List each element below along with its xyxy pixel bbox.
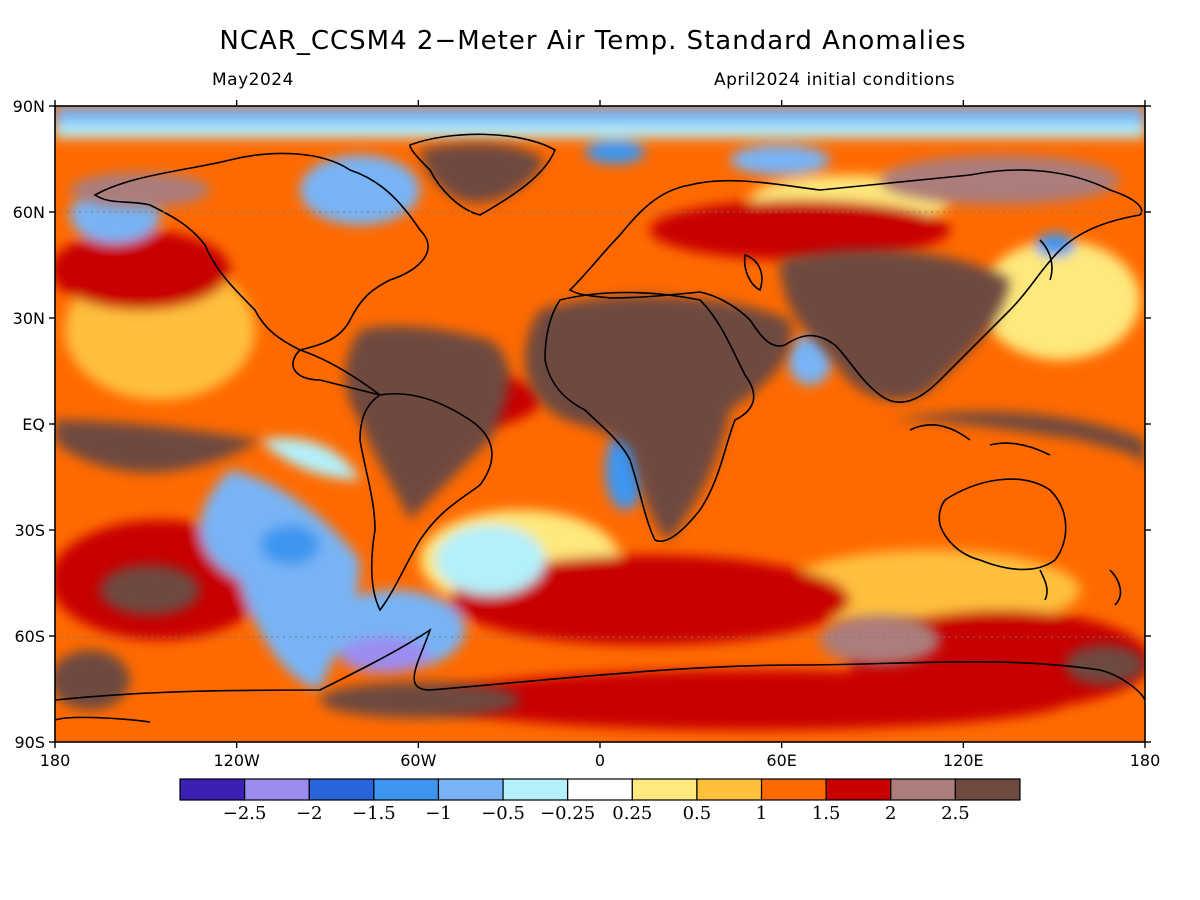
south-asia-warm-anomaly [780,249,1010,401]
colorbar-tick-label: 2 [885,803,896,824]
eurasia-red-anomaly [650,200,950,260]
canada-cool-anomaly [300,155,420,225]
lat-gridlines [55,211,1145,638]
se-pacific-cool-anomaly [200,470,360,690]
colorbar-tick-label: 2.5 [941,803,970,824]
new-zealand-coast [1109,569,1122,606]
coastlines [55,133,1145,723]
colorbar-tick-label: −2 [296,803,323,824]
colorbar-tick-label: −0.5 [481,803,525,824]
antarctic-brown-anomaly [320,682,520,718]
lat-label: 90S [14,733,45,752]
colorbar-swatch [954,778,1021,801]
lon-label: 0 [595,751,605,770]
colorbar-swatch [373,778,440,801]
southern-ocean-red-anomaly [450,555,850,645]
colorbar-tick-label: −2.5 [223,803,267,824]
npac-red-anomaly [55,230,230,310]
colorbar-tick-label: 1.5 [812,803,841,824]
ross-east-brown-anomaly [1065,645,1145,685]
lon-label: 60E [766,751,796,770]
sindian-light-anomaly [780,550,1080,630]
ep-light-cool-anomaly [260,438,360,480]
arctic-light-band [55,124,1145,138]
lat-label: 30S [14,521,45,540]
antarctica-coast [55,628,1145,701]
central-pacific-warm-anomaly [55,420,260,473]
north-america-coast [93,152,429,396]
colorbar-swatch [567,778,633,801]
arabian-sea-cool-anomaly [788,335,832,385]
maritime-continent-warm-anomaly [890,411,1145,470]
barents-blue-anomaly [585,140,645,164]
colorbar-tick-label: 1 [756,803,767,824]
satl-cool-anomaly [435,525,545,595]
colorbar-swatch [437,778,504,801]
sind-brown-anomaly [820,615,940,665]
tasmania-nz-coast [1039,569,1048,601]
init-conditions-label: April2024 initial conditions [714,70,956,90]
colorbar-swatch [760,778,827,801]
spac-brown-anomaly [100,565,200,615]
colorbar-swatch [179,778,246,801]
latitude-axis: 90N 60N 30N EQ 30S 60S 90S [13,97,1151,752]
caspian-sea-coast [743,253,763,292]
south-america-coast [359,392,493,612]
eurasia-coast [568,169,1143,404]
colorbar-tick-label: −0.25 [540,803,595,824]
colorbar-swatch [308,778,375,801]
valid-month-label: May2024 [212,70,294,90]
warm-land-anomalies [55,143,1145,718]
se-pacific-blue-core [260,525,320,565]
lat-label: 60N [13,203,45,222]
lon-label: 120E [943,751,984,770]
colorbar-tick-label: −1 [425,803,452,824]
colorbar-labels: −2.5 −2 −1.5 −1 −0.5 −0.25 0.25 0.5 1 1.5 2 2.5 [223,803,970,824]
ross-brown-anomaly [55,650,130,710]
colorbar-swatch [502,778,569,801]
indonesia-coast [909,424,971,441]
wpac-light-anomaly [980,240,1140,360]
greenland-warm-anomaly [420,143,545,203]
amundsen-purple-anomaly [340,637,430,673]
colorbar-swatch [631,778,698,801]
longitude-axis: 180 120W 60W 0 60E 120E 180 [40,100,1161,770]
colorbar-tick-label: 0.25 [612,803,652,824]
australia-coast [938,478,1067,571]
lat-label: 30N [13,309,45,328]
new-guinea-coast [989,442,1051,456]
kara-cool-anomaly [730,145,830,175]
africa-coast [544,291,755,542]
lon-label: 180 [40,751,71,770]
antarctic-red-anomaly [430,670,1070,730]
colorbar-tick-label: −1.5 [352,803,396,824]
lon-label: 120W [213,751,260,770]
greenland-coast [409,133,557,216]
africa-warm-anomaly [525,296,792,540]
south-america-warm-anomaly [345,325,509,520]
lat-label: EQ [22,415,45,434]
japan-coast [1039,239,1053,281]
map-title: NCAR_CCSM4 2−Meter Air Temp. Standard An… [219,26,967,56]
anomaly-field [55,106,1145,742]
lat-label: 60S [14,627,45,646]
arctic-cool-band [55,106,1145,128]
colorbar [179,778,1021,801]
lon-label: 60W [400,751,436,770]
colorbar-swatch [825,778,892,801]
siberia-warm-anomaly [880,155,1120,205]
japan-blue-anomaly [1035,233,1075,257]
colorbar-swatch [696,778,763,801]
antarctica-west-coast [55,716,151,723]
colorbar-swatch [244,778,310,801]
lat-label: 90N [13,97,45,116]
lon-label: 180 [1130,751,1161,770]
colorbar-swatch [890,778,956,801]
colorbar-tick-label: 0.5 [683,803,712,824]
